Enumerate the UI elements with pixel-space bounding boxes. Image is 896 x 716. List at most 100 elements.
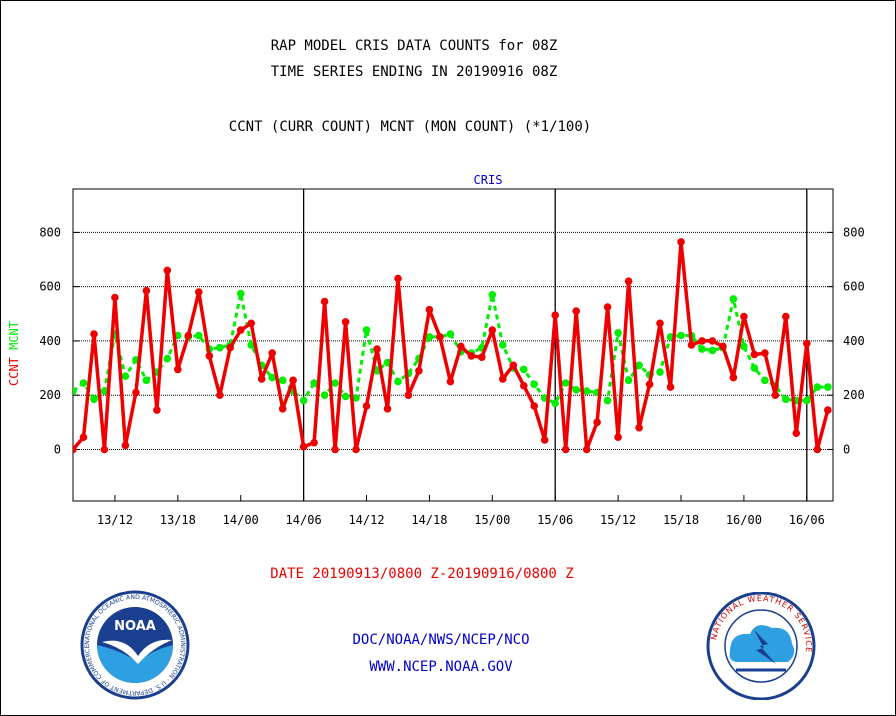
x-tick-label: 15/18 (663, 513, 699, 527)
data-point-ccnt (530, 402, 538, 410)
data-point-ccnt (195, 288, 203, 296)
y-tick-label-left: 800 (39, 225, 61, 239)
data-point-ccnt (79, 433, 88, 442)
y-tick-label-right: 0 (843, 442, 850, 456)
data-point-mcnt (624, 376, 633, 385)
data-point-mcnt (551, 399, 559, 408)
data-point-ccnt (687, 341, 696, 349)
data-point-mcnt (247, 341, 255, 349)
data-point-mcnt (90, 395, 98, 404)
data-point-ccnt (540, 436, 549, 444)
org-label: DOC/NOAA/NWS/NCEP/NCO (352, 632, 530, 648)
url-link[interactable]: WWW.NCEP.NOAA.GOV (369, 659, 513, 675)
x-tick-label: 15/12 (600, 513, 636, 527)
title-line-3: CCNT (CURR COUNT) MCNT (MON COUNT) (*1/1… (228, 119, 592, 135)
data-point-ccnt (572, 307, 580, 315)
title-line-1: RAP MODEL CRIS DATA COUNTS for 08Z (270, 38, 558, 54)
data-point-ccnt (771, 391, 780, 400)
x-tick-label: 14/12 (348, 513, 384, 527)
data-point-ccnt (740, 312, 748, 321)
data-point-ccnt (551, 311, 559, 320)
data-point-ccnt (205, 352, 214, 360)
data-point-ccnt (813, 445, 822, 454)
x-tick-label: 16/06 (789, 513, 825, 527)
data-point-ccnt (247, 319, 255, 328)
data-point-ccnt (635, 423, 643, 432)
data-point-ccnt (446, 377, 455, 386)
data-point-mcnt (216, 343, 224, 352)
data-point-ccnt (436, 333, 444, 341)
data-point-mcnt (677, 331, 685, 340)
data-point-mcnt (614, 329, 622, 337)
data-point-ccnt (457, 342, 465, 351)
data-point-mcnt (394, 377, 402, 386)
data-point-mcnt (520, 365, 528, 374)
data-point-ccnt (184, 331, 193, 340)
data-point-ccnt (792, 429, 801, 438)
data-point-mcnt (320, 391, 329, 400)
data-point-mcnt (362, 326, 371, 334)
data-point-mcnt (782, 395, 790, 404)
data-point-ccnt (352, 445, 360, 454)
data-point-ccnt (73, 445, 77, 454)
data-point-ccnt (299, 442, 308, 451)
data-point-ccnt (499, 375, 507, 383)
data-point-mcnt (813, 383, 822, 391)
data-point-ccnt (750, 350, 759, 359)
date-range-label: DATE 20190913/0800 Z-20190916/0800 Z (270, 566, 574, 582)
x-tick-label: 16/00 (726, 513, 762, 527)
data-point-ccnt (803, 339, 811, 348)
data-point-mcnt (79, 379, 88, 387)
data-point-mcnt (142, 376, 151, 385)
y-tick-label-left: 600 (39, 280, 61, 294)
data-point-mcnt (803, 396, 811, 405)
data-point-ccnt (824, 406, 832, 414)
y-axis-label-ccnt: CCNT (7, 357, 21, 386)
data-point-ccnt (520, 381, 528, 390)
data-point-ccnt (656, 319, 664, 328)
data-point-ccnt (278, 405, 287, 413)
noaa-logo: NOAA NATIONAL OCEANIC AND ATMOSPHERIC AD… (80, 590, 190, 700)
data-point-mcnt (299, 396, 308, 405)
data-point-mcnt (195, 331, 203, 340)
data-point-ccnt (153, 406, 161, 414)
data-point-ccnt (415, 367, 423, 375)
y-tick-label-left: 400 (39, 334, 61, 348)
data-point-ccnt (268, 349, 277, 357)
x-tick-label: 15/00 (474, 513, 510, 527)
data-point-mcnt (73, 387, 77, 395)
x-tick-label: 13/12 (97, 513, 133, 527)
data-point-mcnt (750, 364, 759, 372)
data-point-mcnt (236, 289, 245, 298)
data-point-ccnt (257, 375, 266, 383)
data-point-ccnt (383, 405, 392, 413)
plot-frame (72, 188, 834, 502)
data-point-ccnt (593, 418, 601, 427)
data-point-ccnt (90, 330, 98, 338)
data-point-ccnt (111, 293, 119, 302)
data-point-ccnt (603, 303, 612, 311)
data-point-ccnt (645, 380, 654, 389)
x-tick-label: 15/06 (537, 513, 573, 527)
data-point-mcnt (761, 376, 769, 385)
y-axis-label-mcnt: MCNT (7, 321, 21, 357)
data-point-ccnt (236, 326, 245, 334)
data-point-mcnt (163, 354, 172, 363)
data-point-mcnt (656, 368, 664, 376)
x-tick-label: 14/18 (411, 513, 447, 527)
data-point-ccnt (478, 353, 486, 362)
data-point-mcnt (698, 345, 706, 353)
data-point-ccnt (761, 349, 769, 357)
data-point-ccnt (341, 318, 350, 326)
noaa-logo-text: NOAA (114, 619, 156, 634)
data-point-ccnt (666, 383, 675, 391)
series-ccnt (73, 238, 832, 454)
data-point-mcnt (561, 379, 570, 387)
data-point-ccnt (331, 445, 339, 454)
data-point-mcnt (488, 291, 497, 299)
data-point-mcnt (824, 383, 832, 391)
data-point-ccnt (561, 445, 570, 454)
data-point-ccnt (467, 352, 476, 360)
series-line-ccnt (73, 240, 830, 452)
y-tick-label-right: 800 (843, 225, 865, 239)
